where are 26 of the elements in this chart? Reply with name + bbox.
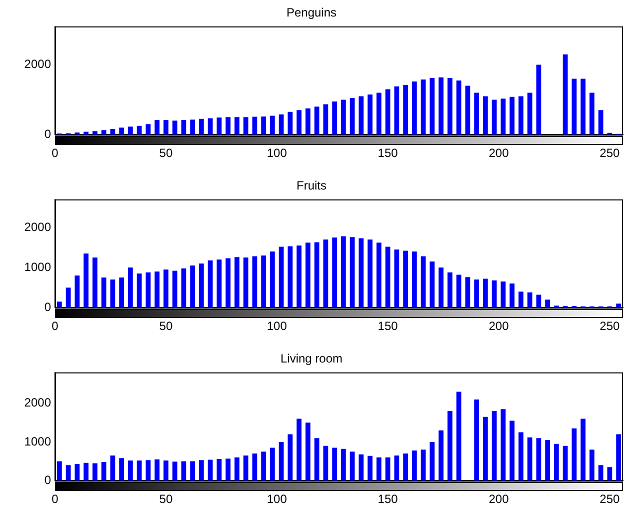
x-tick-label: 50 <box>159 319 173 334</box>
x-tick-label: 50 <box>159 146 173 160</box>
x-tick-label: 150 <box>378 319 398 334</box>
x-tick-label: 250 <box>600 146 620 160</box>
y-tick-label: 1000 <box>24 260 52 274</box>
x-tick-label: 150 <box>378 146 398 160</box>
x-tick-label: 50 <box>159 492 173 506</box>
x-tick-label: 200 <box>488 319 510 334</box>
chart-title: Penguins <box>286 6 337 20</box>
y-tick-label: 2000 <box>24 220 52 234</box>
chart-title: Living room <box>280 352 343 366</box>
y-tick-label: 0 <box>44 126 52 141</box>
y-tick-label: 2000 <box>24 396 52 410</box>
x-tick-label: 200 <box>488 146 510 160</box>
x-tick-label: 100 <box>266 319 288 334</box>
x-tick-label: 150 <box>378 492 398 506</box>
x-tick-label: 200 <box>488 492 510 506</box>
y-tick-label: 2000 <box>24 57 52 72</box>
y-tick-label: 0 <box>44 300 52 314</box>
x-tick-label: 100 <box>266 492 288 506</box>
chart-title: Fruits <box>296 178 326 193</box>
x-tick-label: 100 <box>266 146 288 160</box>
y-tick-label: 0 <box>44 472 52 487</box>
y-tick-label: 1000 <box>24 434 52 448</box>
x-tick-label: 250 <box>600 319 620 334</box>
x-tick-label: 250 <box>600 492 620 506</box>
